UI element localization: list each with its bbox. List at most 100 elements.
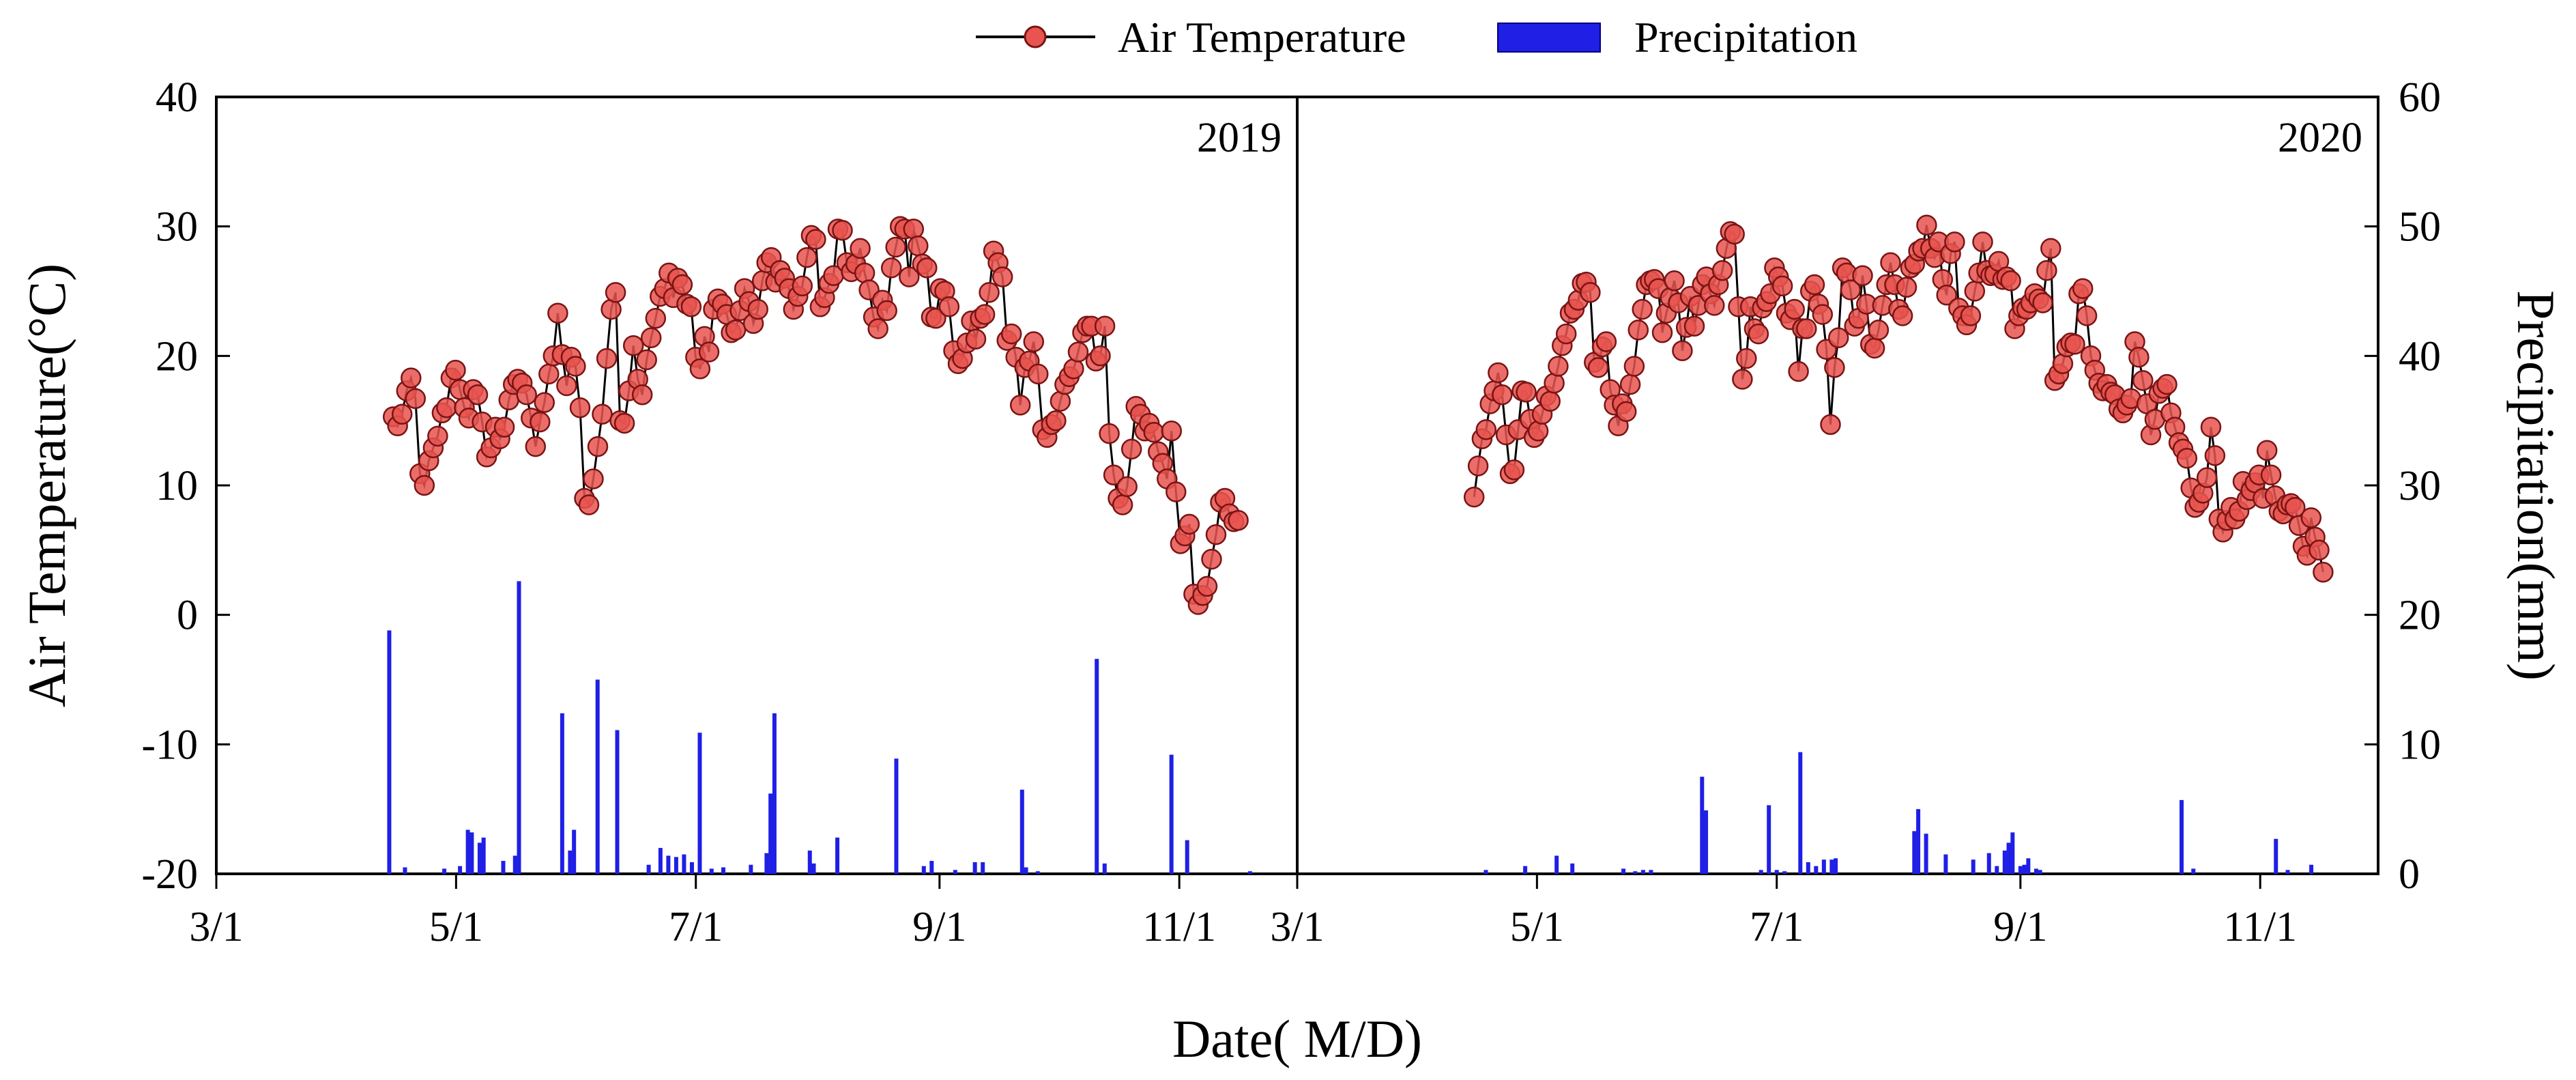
temperature-point <box>436 397 457 418</box>
precipitation-bar <box>615 730 620 874</box>
precipitation-bar <box>458 866 463 874</box>
precipitation-bar <box>2309 864 2314 874</box>
temperature-point <box>880 257 902 279</box>
precipitation-bar <box>1912 831 1917 874</box>
temperature-point <box>1804 274 1825 296</box>
temperature-point <box>1516 382 1537 403</box>
precipitation-bar <box>481 837 486 874</box>
temperature-point <box>1771 275 1793 297</box>
precipitation-bar <box>689 862 694 874</box>
temperature-point <box>2052 353 2074 374</box>
temperature-point <box>1664 270 1685 292</box>
temperature-point <box>1527 421 1549 442</box>
temperature-point <box>1587 357 1609 378</box>
precipitation-bar <box>981 862 985 874</box>
precipitation-bar <box>1767 805 1771 874</box>
precipitation-bar <box>568 850 573 874</box>
precipitation-bar <box>1169 754 1174 874</box>
panel-label-2019: 2019 <box>1197 115 1282 161</box>
temperature-point <box>916 257 938 279</box>
temperature-point <box>556 375 577 397</box>
precipitation-bar <box>2026 858 2031 874</box>
precipitation-bar <box>1019 789 1024 874</box>
precipitation-bar <box>595 679 600 874</box>
temperature-point <box>725 319 747 341</box>
temperature-point <box>2076 305 2098 326</box>
temperature-point <box>1116 476 1138 498</box>
temperature-point <box>1548 356 1569 377</box>
temperature-point <box>1864 337 1885 359</box>
right-y-tick-label: 0 <box>2399 851 2420 898</box>
precipitation-bar <box>709 868 714 874</box>
precipitation-bar <box>442 868 447 874</box>
precipitation-bar <box>811 863 816 874</box>
precipitation-bar <box>682 854 686 874</box>
legend: Air Temperature Precipitation <box>976 13 1857 61</box>
temperature-point <box>876 300 897 322</box>
temperature-point <box>698 341 720 363</box>
x-tick-label: 3/1 <box>1270 904 1324 950</box>
temperature-point <box>2196 467 2218 488</box>
temperature-point <box>1840 279 1862 300</box>
x-tick-label: 11/1 <box>1142 904 1216 950</box>
precipitation-bar <box>1570 863 1575 874</box>
precipitation-bar <box>1247 871 1252 874</box>
temperature-point <box>427 425 448 447</box>
temperature-point <box>850 238 871 259</box>
precipitation-bar <box>972 862 977 874</box>
precipitation-bar <box>929 861 934 874</box>
right-y-tick-label: 60 <box>2399 74 2441 121</box>
precipitation-bar <box>835 837 840 874</box>
temperature-point <box>467 384 489 406</box>
temperature-point <box>530 411 551 433</box>
legend-temperature-marker <box>1024 25 1047 48</box>
x-tick-label: 7/1 <box>669 904 723 950</box>
precipitation-bar <box>1554 855 1559 874</box>
temperature-point <box>405 388 426 410</box>
temperature-point <box>832 220 853 241</box>
temperature-point <box>1467 455 1489 477</box>
temperature-point <box>1892 305 1913 326</box>
x-axis: 3/1 5/1 7/1 9/1 11/1 3/1 5/1 7/1 9/1 11/1 <box>189 874 2297 950</box>
precipitation-bar <box>1774 870 1779 874</box>
legend-temperature-label: Air Temperature <box>1118 13 1406 61</box>
temperature-point <box>974 304 996 325</box>
temperature-point <box>908 235 929 257</box>
precipitation-bar <box>501 861 506 874</box>
precipitation-bar <box>512 855 517 874</box>
temperature-point <box>1555 323 1577 345</box>
precipitation-bar <box>2038 870 2042 874</box>
temperature-point <box>1112 494 1133 515</box>
precipitation-bar <box>2180 799 2184 874</box>
temperature-point <box>547 302 568 324</box>
precipitation-bar <box>387 630 392 874</box>
temperature-point <box>538 363 560 385</box>
temperature-point <box>1595 331 1617 352</box>
temperature-point <box>1796 318 1817 339</box>
temperature-point <box>592 403 613 425</box>
temperature-point <box>1205 524 1227 545</box>
temperature-point <box>885 236 906 258</box>
temperature-point <box>1623 356 1645 377</box>
x-tick-label: 5/1 <box>429 904 483 950</box>
temperature-point <box>587 436 609 457</box>
temperature-point <box>640 327 662 349</box>
right-y-tick-label: 20 <box>2399 593 2441 639</box>
temperature-point <box>1539 390 1561 412</box>
temperature-point <box>1683 315 1705 337</box>
temperature-point <box>1090 345 1111 367</box>
legend-precipitation-swatch <box>1497 23 1601 53</box>
temperature-point <box>1475 419 1497 440</box>
left-y-tick-label: 30 <box>156 204 198 251</box>
legend-precipitation-label: Precipitation <box>1634 13 1857 61</box>
precipitation-bar <box>807 850 812 874</box>
temperature-point <box>805 229 826 250</box>
precipitation-bar <box>1814 866 1819 874</box>
precipitation-bar <box>1700 776 1705 874</box>
precipitation-bar <box>894 758 899 874</box>
temperature-point <box>631 384 653 406</box>
temperature-point <box>401 367 422 388</box>
temperature-point <box>1916 214 1937 236</box>
precipitation-bar <box>1806 862 1810 874</box>
temperature-point <box>2176 447 2198 469</box>
